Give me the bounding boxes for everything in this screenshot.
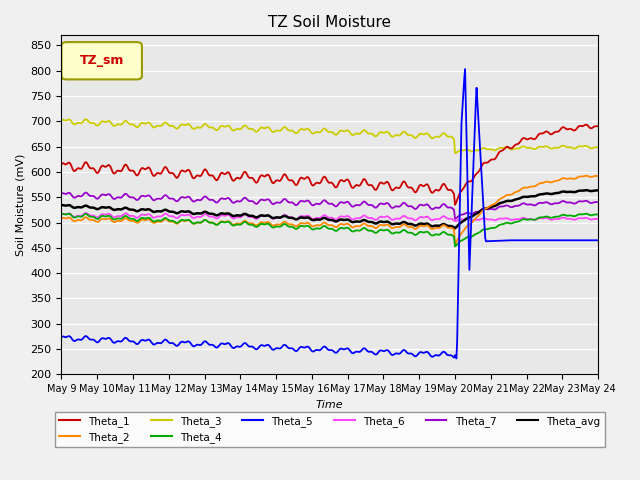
Text: TZ_sm: TZ_sm	[79, 54, 124, 67]
Line: Theta_3: Theta_3	[61, 120, 598, 153]
Theta_7	[58, 191, 65, 197]
Theta_2	[582, 173, 589, 179]
Theta_5	[595, 238, 602, 243]
Theta_4	[595, 212, 602, 217]
Theta_5	[209, 342, 217, 348]
Theta_4	[405, 230, 413, 236]
Theta_avg	[324, 217, 332, 223]
Theta_2	[405, 224, 413, 230]
Theta_3	[210, 125, 218, 131]
Theta_5	[451, 352, 459, 358]
Theta_5	[489, 238, 497, 244]
Line: Theta_6: Theta_6	[61, 213, 598, 221]
Theta_7	[210, 198, 218, 204]
Theta_2	[162, 216, 170, 222]
Theta_1	[58, 161, 65, 167]
Theta_7	[489, 206, 497, 212]
Theta_2	[209, 220, 217, 226]
Theta_2	[488, 202, 496, 208]
Theta_6	[451, 218, 459, 224]
Theta_5	[162, 336, 170, 342]
Theta_5	[461, 66, 469, 72]
Theta_avg	[58, 203, 65, 208]
Theta_1	[595, 123, 602, 129]
Theta_6	[58, 211, 65, 217]
Y-axis label: Soil Moisture (mV): Soil Moisture (mV)	[15, 154, 25, 256]
Theta_1	[324, 179, 332, 185]
Theta_4	[452, 243, 460, 249]
Theta_6	[406, 216, 413, 221]
Theta_6	[595, 216, 602, 222]
Theta_2	[595, 173, 602, 179]
Line: Theta_1: Theta_1	[61, 125, 598, 205]
Theta_5	[452, 356, 460, 361]
Line: Theta_4: Theta_4	[61, 214, 598, 246]
Line: Theta_avg: Theta_avg	[61, 190, 598, 228]
Legend: Theta_1, Theta_2, Theta_3, Theta_4, Theta_5, Theta_6, Theta_7, Theta_avg: Theta_1, Theta_2, Theta_3, Theta_4, Thet…	[55, 412, 605, 447]
Theta_5	[58, 334, 65, 340]
Theta_1	[582, 122, 589, 128]
Theta_2	[324, 222, 332, 228]
Theta_avg	[582, 187, 589, 193]
Theta_4	[209, 220, 217, 226]
Theta_6	[325, 215, 333, 220]
Theta_4	[58, 211, 65, 217]
Theta_3	[58, 118, 65, 123]
Theta_3	[325, 129, 333, 135]
Theta_1	[451, 202, 459, 208]
Theta_avg	[595, 188, 602, 193]
Theta_6	[163, 211, 170, 217]
Theta_3	[163, 120, 170, 126]
Theta_2	[451, 241, 459, 247]
Theta_1	[209, 173, 217, 179]
Line: Theta_2: Theta_2	[61, 176, 598, 244]
Theta_1	[488, 156, 496, 162]
Theta_1	[162, 164, 170, 170]
Theta_6	[82, 210, 90, 216]
Line: Theta_7: Theta_7	[61, 192, 598, 219]
Theta_4	[488, 225, 496, 231]
Theta_avg	[488, 204, 496, 209]
Theta_4	[451, 243, 459, 249]
Theta_6	[489, 217, 497, 223]
Theta_3	[82, 117, 90, 122]
Theta_7	[452, 215, 460, 221]
FancyBboxPatch shape	[61, 42, 142, 79]
Theta_7	[595, 199, 602, 205]
Theta_7	[163, 193, 170, 199]
Theta_7	[406, 204, 413, 209]
Theta_3	[489, 147, 497, 153]
Theta_2	[452, 240, 460, 246]
Theta_6	[452, 218, 460, 224]
Theta_6	[210, 214, 218, 220]
Title: TZ Soil Moisture: TZ Soil Moisture	[268, 15, 391, 30]
Theta_3	[595, 144, 602, 150]
Theta_7	[82, 190, 90, 195]
Line: Theta_5: Theta_5	[61, 69, 598, 359]
Theta_7	[451, 216, 459, 222]
Theta_avg	[452, 225, 460, 230]
Theta_5	[324, 347, 332, 352]
Theta_5	[405, 351, 413, 357]
Theta_1	[452, 201, 460, 206]
Theta_4	[582, 211, 589, 216]
Theta_avg	[451, 226, 459, 231]
Theta_3	[452, 150, 460, 156]
Theta_4	[162, 215, 170, 221]
Theta_4	[324, 226, 332, 231]
Theta_3	[451, 150, 459, 156]
Theta_7	[325, 201, 333, 206]
Theta_avg	[209, 211, 217, 217]
Theta_avg	[405, 221, 413, 227]
X-axis label: Time: Time	[316, 400, 344, 409]
Theta_3	[406, 132, 413, 138]
Theta_1	[405, 185, 413, 191]
Theta_2	[58, 216, 65, 221]
Theta_avg	[162, 207, 170, 213]
